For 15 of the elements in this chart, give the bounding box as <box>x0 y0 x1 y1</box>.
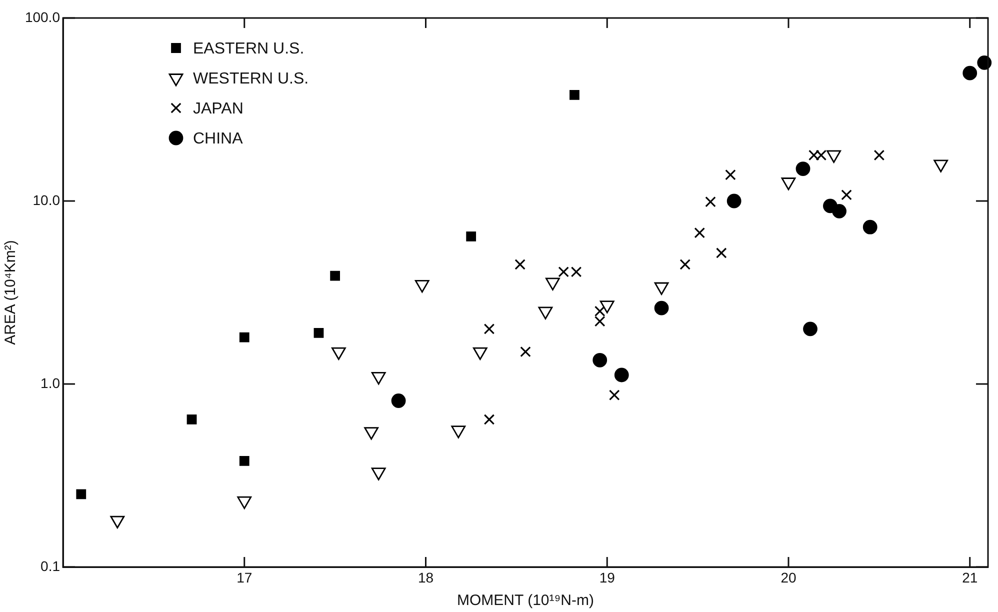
x-tick-label: 21 <box>962 569 978 586</box>
x-axis-title: MOMENT (10¹⁹N-m) <box>457 592 594 610</box>
x-tick-label: 18 <box>418 569 434 586</box>
y-tick-label: 10.0 <box>32 192 60 208</box>
legend-label: JAPAN <box>193 100 244 118</box>
legend-label: EASTERN U.S. <box>193 40 304 58</box>
y-axis-title: AREA (10⁴Km²) <box>2 240 20 345</box>
legend-label: WESTERN U.S. <box>193 70 309 88</box>
x-tick-label: 20 <box>780 569 796 586</box>
y-tick-label: 0.1 <box>40 558 60 574</box>
y-tick-label: 100.0 <box>24 8 60 25</box>
x-tick-label: 17 <box>236 569 252 586</box>
y-tick-label: 1.0 <box>40 374 60 391</box>
x-tick-label: 19 <box>599 569 616 586</box>
legend-label: CHINA <box>193 130 244 148</box>
